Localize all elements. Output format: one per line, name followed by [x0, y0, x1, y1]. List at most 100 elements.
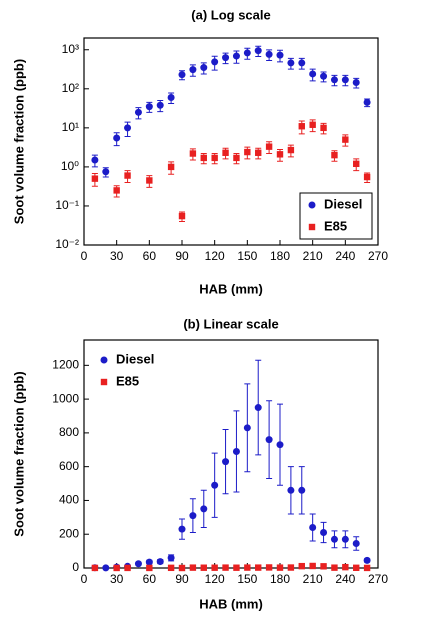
data-point [222, 150, 228, 156]
data-point [244, 149, 250, 155]
y-tick-label: 600 [59, 459, 79, 473]
data-point [364, 174, 370, 180]
data-point [124, 124, 131, 131]
data-point [255, 404, 262, 411]
data-point [113, 134, 120, 141]
data-point [255, 564, 261, 570]
data-point [331, 76, 338, 83]
data-point [200, 64, 207, 71]
legend-marker [101, 357, 108, 364]
data-point [91, 157, 98, 164]
data-point [287, 59, 294, 66]
data-point [211, 58, 218, 65]
legend-label: Diesel [324, 196, 362, 211]
data-point [102, 564, 109, 571]
data-point [211, 565, 217, 571]
data-point [244, 564, 250, 570]
data-point [113, 565, 119, 571]
legend-marker [309, 224, 315, 230]
data-point [342, 76, 349, 83]
data-point [277, 151, 283, 157]
y-tick-label: 10¹ [62, 120, 79, 134]
legend-label: E85 [116, 373, 139, 388]
legend-marker [309, 202, 316, 209]
y-tick-label: 800 [59, 425, 79, 439]
x-tick-label: 270 [368, 572, 388, 586]
data-point [331, 152, 337, 158]
data-point [200, 505, 207, 512]
x-tick-label: 90 [175, 249, 189, 263]
data-point [233, 53, 240, 60]
chart-title: (b) Linear scale [183, 316, 278, 331]
data-point [168, 554, 175, 561]
chart-title: (a) Log scale [191, 7, 270, 22]
data-point [211, 155, 217, 161]
data-point [168, 164, 174, 170]
data-point [135, 109, 142, 116]
data-point [157, 102, 164, 109]
data-point [92, 175, 98, 181]
legend-label: E85 [324, 218, 347, 233]
data-point [331, 536, 338, 543]
data-point [201, 155, 207, 161]
data-point [266, 436, 273, 443]
data-point [266, 564, 272, 570]
data-point [331, 564, 337, 570]
x-tick-label: 60 [143, 572, 157, 586]
data-point [298, 59, 305, 66]
y-tick-label: 10⁰ [61, 159, 79, 173]
data-point [320, 529, 327, 536]
data-point [179, 565, 185, 571]
data-point [353, 161, 359, 167]
data-point [211, 482, 218, 489]
y-tick-label: 10⁻² [55, 237, 79, 251]
data-point [190, 564, 196, 570]
data-point [190, 150, 196, 156]
x-tick-label: 180 [270, 249, 290, 263]
data-point [146, 103, 153, 110]
data-point [255, 47, 262, 54]
data-point [277, 441, 284, 448]
data-point [222, 458, 229, 465]
data-point [189, 512, 196, 519]
x-axis-label: HAB (mm) [199, 596, 263, 611]
data-point [353, 540, 360, 547]
y-tick-label: 1000 [52, 391, 79, 405]
data-point [124, 172, 130, 178]
data-point [342, 564, 348, 570]
x-tick-label: 120 [205, 572, 225, 586]
data-point [287, 487, 294, 494]
data-point [353, 79, 360, 86]
data-point [146, 565, 152, 571]
x-tick-label: 240 [335, 249, 355, 263]
x-tick-label: 0 [81, 249, 88, 263]
data-point [266, 51, 273, 58]
data-point [320, 125, 326, 131]
x-tick-label: 240 [335, 572, 355, 586]
data-point [342, 136, 348, 142]
data-point [244, 49, 251, 56]
y-tick-label: 200 [59, 526, 79, 540]
y-tick-label: 10⁻¹ [55, 198, 79, 212]
data-point [179, 526, 186, 533]
y-tick-label: 10² [62, 81, 79, 95]
data-point [288, 147, 294, 153]
y-tick-label: 400 [59, 493, 79, 507]
data-point [266, 143, 272, 149]
data-point [124, 565, 130, 571]
data-point [255, 150, 261, 156]
data-point [353, 565, 359, 571]
data-point [102, 168, 109, 175]
data-point [364, 565, 370, 571]
data-point [299, 563, 305, 569]
data-point [222, 564, 228, 570]
data-point [364, 99, 371, 106]
legend-marker [101, 379, 107, 385]
x-tick-label: 120 [205, 249, 225, 263]
x-tick-label: 30 [110, 572, 124, 586]
x-tick-label: 270 [368, 249, 388, 263]
x-tick-label: 150 [237, 572, 257, 586]
data-point [309, 563, 315, 569]
data-point [168, 94, 175, 101]
